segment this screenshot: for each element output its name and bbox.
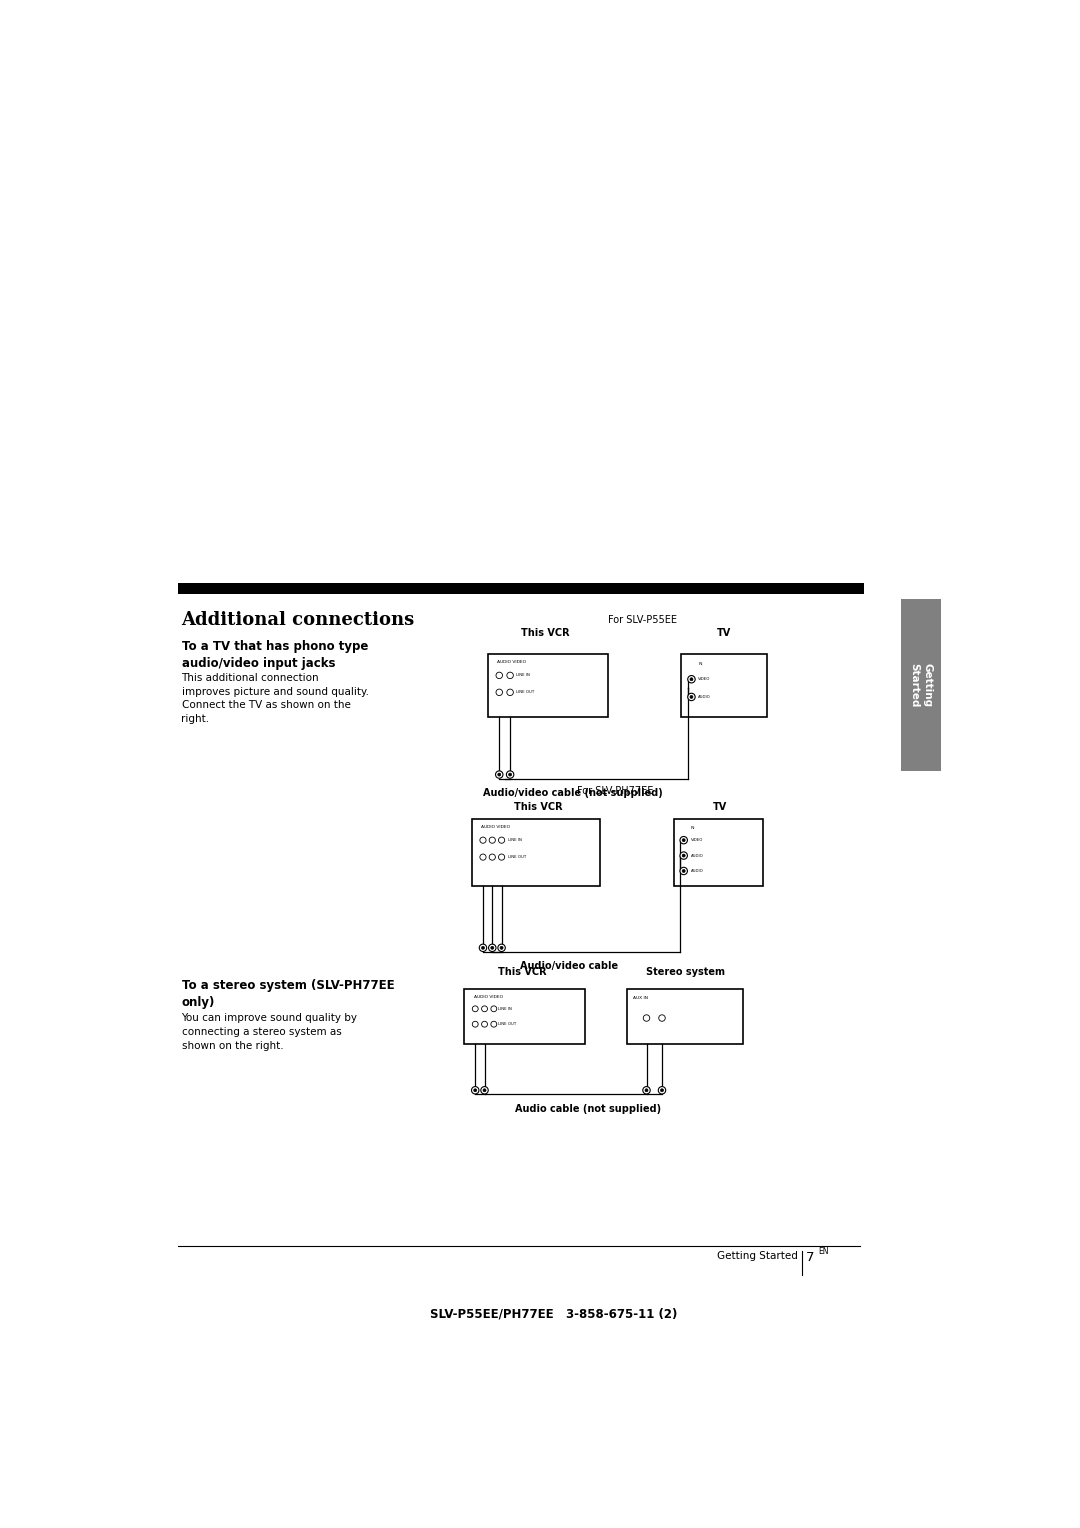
Circle shape: [680, 868, 688, 874]
Circle shape: [659, 1086, 665, 1094]
Circle shape: [481, 1086, 488, 1094]
Text: For SLV-PH77EE: For SLV-PH77EE: [578, 787, 653, 796]
Text: AUDIO: AUDIO: [691, 869, 703, 872]
Circle shape: [482, 1005, 487, 1012]
Text: To a TV that has phono type
audio/video input jacks: To a TV that has phono type audio/video …: [181, 640, 368, 671]
Text: LINE OUT: LINE OUT: [499, 1022, 516, 1027]
Text: Audio cable (not supplied): Audio cable (not supplied): [515, 1103, 661, 1114]
Text: AUDIO: AUDIO: [691, 854, 703, 857]
Text: This VCR: This VCR: [514, 802, 563, 811]
Circle shape: [688, 675, 696, 683]
Circle shape: [659, 1015, 665, 1021]
Text: Getting Started: Getting Started: [717, 1250, 798, 1261]
Text: Audio/video cable: Audio/video cable: [519, 961, 618, 972]
Text: AUDIO VIDEO: AUDIO VIDEO: [474, 995, 502, 999]
Circle shape: [680, 853, 688, 859]
Bar: [901, 599, 941, 770]
Circle shape: [683, 869, 685, 872]
Text: For SLV-P55EE: For SLV-P55EE: [608, 614, 677, 625]
Text: LINE OUT: LINE OUT: [516, 691, 535, 694]
Circle shape: [690, 678, 693, 680]
Circle shape: [474, 1089, 476, 1091]
Text: This additional connection
improves picture and sound quality.
Connect the TV as: This additional connection improves pict…: [181, 672, 368, 724]
Circle shape: [643, 1086, 650, 1094]
Text: LINE OUT: LINE OUT: [508, 856, 526, 859]
Bar: [674, 819, 762, 886]
Circle shape: [496, 689, 502, 695]
Text: This VCR: This VCR: [498, 967, 546, 978]
Text: TV: TV: [717, 628, 731, 639]
Circle shape: [690, 695, 693, 698]
Bar: [627, 989, 743, 1044]
Text: TV: TV: [713, 802, 727, 811]
Text: Stereo system: Stereo system: [646, 967, 725, 978]
Text: LINE IN: LINE IN: [508, 839, 522, 842]
Text: To a stereo system (SLV-PH77EE
only): To a stereo system (SLV-PH77EE only): [181, 979, 394, 1010]
Text: 7: 7: [806, 1250, 814, 1264]
Text: SLV-P55EE/PH77EE   3-858-675-11 (2): SLV-P55EE/PH77EE 3-858-675-11 (2): [430, 1308, 677, 1320]
Text: VIDEO: VIDEO: [691, 839, 703, 842]
Text: AUDIO VIDEO: AUDIO VIDEO: [497, 660, 526, 665]
Circle shape: [480, 944, 487, 952]
Circle shape: [472, 1086, 478, 1094]
Text: AUX IN: AUX IN: [633, 996, 648, 1001]
Circle shape: [507, 672, 513, 678]
Circle shape: [688, 694, 696, 701]
Circle shape: [498, 773, 501, 776]
Circle shape: [480, 837, 486, 843]
Circle shape: [507, 770, 514, 778]
Bar: [488, 654, 608, 717]
Text: Additional connections: Additional connections: [181, 611, 415, 630]
Text: IN: IN: [691, 827, 696, 830]
Circle shape: [496, 770, 503, 778]
Bar: [177, 584, 864, 594]
Circle shape: [491, 1005, 497, 1012]
Bar: [681, 654, 767, 717]
Text: Audio/video cable (not supplied): Audio/video cable (not supplied): [483, 788, 663, 798]
Circle shape: [680, 836, 688, 843]
Circle shape: [644, 1015, 650, 1021]
Circle shape: [491, 1021, 497, 1027]
Text: LINE IN: LINE IN: [516, 674, 530, 677]
Circle shape: [498, 944, 505, 952]
Circle shape: [496, 672, 502, 678]
Circle shape: [483, 1089, 486, 1091]
Bar: [464, 989, 584, 1044]
Circle shape: [645, 1089, 648, 1091]
Circle shape: [472, 1005, 478, 1012]
Text: AUDIO VIDEO: AUDIO VIDEO: [482, 825, 511, 828]
Circle shape: [683, 854, 685, 857]
Circle shape: [490, 946, 494, 949]
Circle shape: [480, 854, 486, 860]
Circle shape: [499, 854, 504, 860]
Circle shape: [661, 1089, 663, 1091]
Text: You can improve sound quality by
connecting a stereo system as
shown on the righ: You can improve sound quality by connect…: [181, 1013, 357, 1051]
Circle shape: [499, 837, 504, 843]
Circle shape: [488, 944, 496, 952]
Circle shape: [472, 1021, 478, 1027]
Circle shape: [482, 946, 485, 949]
Text: This VCR: This VCR: [522, 628, 570, 639]
Text: VIDEO: VIDEO: [699, 677, 711, 681]
Circle shape: [489, 854, 496, 860]
Circle shape: [509, 773, 512, 776]
Bar: [472, 819, 600, 886]
Text: EN: EN: [819, 1247, 829, 1256]
Text: IN: IN: [699, 662, 703, 666]
Circle shape: [482, 1021, 487, 1027]
Circle shape: [500, 946, 503, 949]
Circle shape: [683, 839, 685, 842]
Circle shape: [507, 689, 513, 695]
Text: LINE IN: LINE IN: [499, 1007, 512, 1012]
Circle shape: [489, 837, 496, 843]
Text: AUDIO: AUDIO: [699, 695, 711, 698]
Text: Getting
Started: Getting Started: [909, 663, 932, 707]
